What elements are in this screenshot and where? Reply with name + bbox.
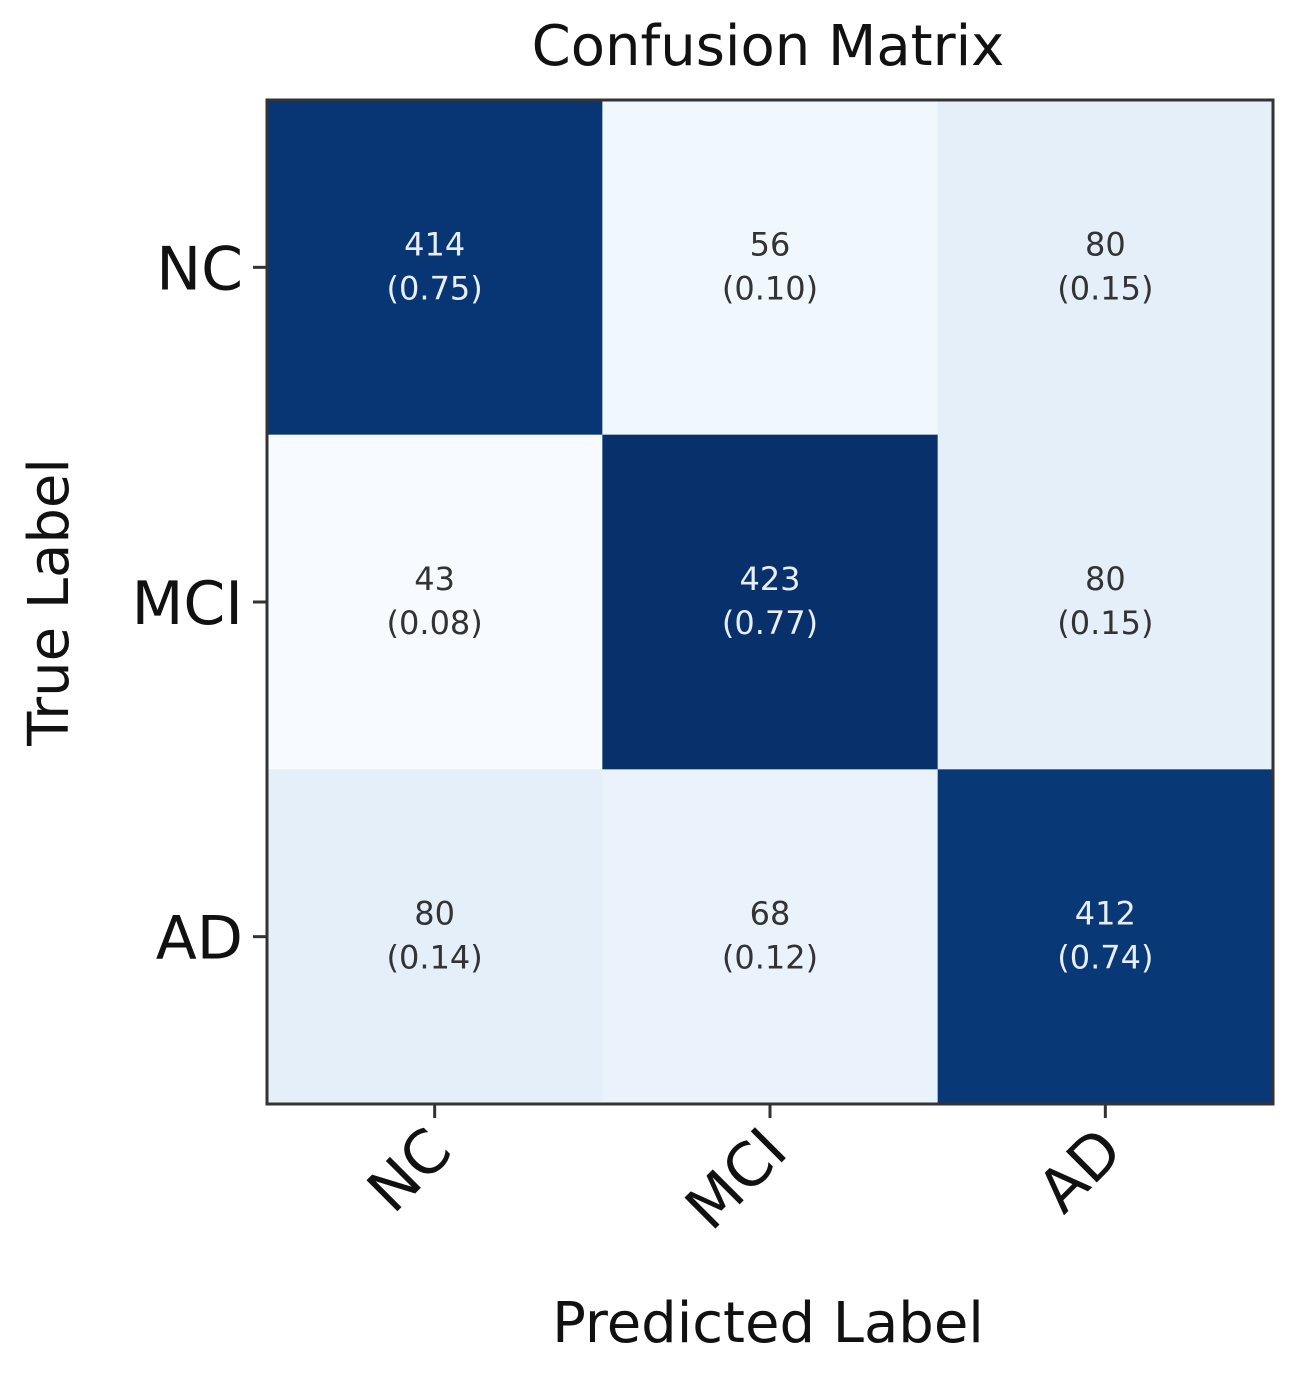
chart-title: Confusion Matrix — [532, 14, 1005, 79]
cell-count-label: 80 — [1085, 225, 1126, 263]
x-tick-label: NC — [354, 1115, 465, 1226]
y-tick-label: AD — [156, 904, 243, 974]
x-axis-ticks: NC MCI AD — [354, 1104, 1136, 1243]
cell-ratio-label: (0.14) — [387, 939, 483, 977]
x-axis-label: Predicted Label — [552, 1291, 984, 1356]
matrix-cell — [937, 100, 1274, 436]
matrix-cell — [602, 434, 939, 770]
cell-ratio-label: (0.74) — [1057, 939, 1153, 977]
matrix-cell — [602, 100, 939, 436]
cell-ratio-label: (0.75) — [387, 269, 483, 307]
cell-count-label: 43 — [414, 560, 455, 598]
matrix-cell — [602, 769, 939, 1105]
cell-count-label: 80 — [1085, 560, 1126, 598]
matrix-cell — [937, 769, 1274, 1105]
heatmap-cells: 414 (0.75) 56 (0.10) 80 (0.15) 43 (0.08) 423 (0.7… — [267, 100, 1274, 1105]
cell-ratio-label: (0.08) — [387, 604, 483, 642]
y-axis-label: True Label — [17, 458, 82, 747]
y-tick-label: MCI — [132, 569, 243, 639]
cell-ratio-label: (0.12) — [722, 939, 818, 977]
x-tick-label: MCI — [672, 1115, 800, 1243]
y-tick-label: NC — [156, 234, 243, 304]
matrix-cell — [267, 769, 603, 1105]
cell-count-label: 56 — [750, 225, 791, 263]
cell-count-label: 68 — [750, 895, 791, 933]
x-tick-label: AD — [1025, 1115, 1136, 1226]
cell-ratio-label: (0.15) — [1057, 604, 1153, 642]
matrix-cell — [267, 434, 603, 770]
cell-count-label: 423 — [739, 560, 800, 598]
matrix-cell — [267, 100, 603, 436]
cell-ratio-label: (0.15) — [1057, 269, 1153, 307]
cell-count-label: 80 — [414, 895, 455, 933]
cell-count-label: 412 — [1075, 895, 1136, 933]
matrix-cell — [937, 434, 1274, 770]
cell-ratio-label: (0.77) — [722, 604, 818, 642]
cell-ratio-label: (0.10) — [722, 269, 818, 307]
cell-count-label: 414 — [404, 225, 465, 263]
y-axis-ticks: NC MCI AD — [132, 234, 267, 974]
